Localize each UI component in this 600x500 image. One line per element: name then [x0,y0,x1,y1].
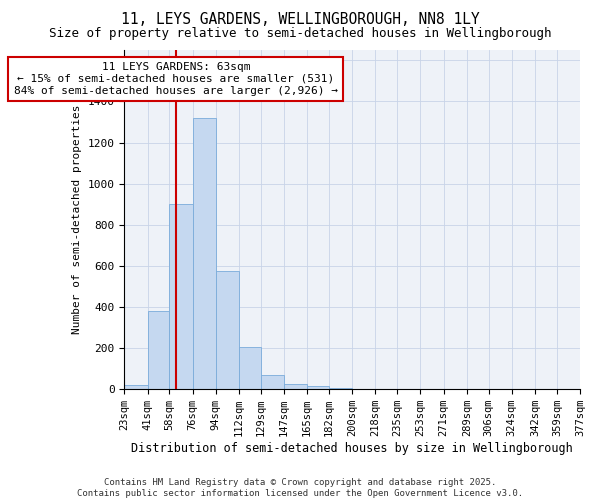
Text: 11 LEYS GARDENS: 63sqm
← 15% of semi-detached houses are smaller (531)
84% of se: 11 LEYS GARDENS: 63sqm ← 15% of semi-det… [14,62,338,96]
Bar [329,388,352,389]
Bar [193,118,216,389]
Bar [284,384,307,389]
Bar [148,311,169,389]
Text: Size of property relative to semi-detached houses in Wellingborough: Size of property relative to semi-detach… [49,28,551,40]
Bar [169,204,193,389]
Bar [261,375,284,389]
Bar [124,385,148,389]
Y-axis label: Number of semi-detached properties: Number of semi-detached properties [72,105,82,334]
Bar [216,271,239,389]
Text: Contains HM Land Registry data © Crown copyright and database right 2025.
Contai: Contains HM Land Registry data © Crown c… [77,478,523,498]
Text: 11, LEYS GARDENS, WELLINGBOROUGH, NN8 1LY: 11, LEYS GARDENS, WELLINGBOROUGH, NN8 1L… [121,12,479,28]
X-axis label: Distribution of semi-detached houses by size in Wellingborough: Distribution of semi-detached houses by … [131,442,573,455]
Bar [307,386,329,389]
Bar [239,347,261,389]
